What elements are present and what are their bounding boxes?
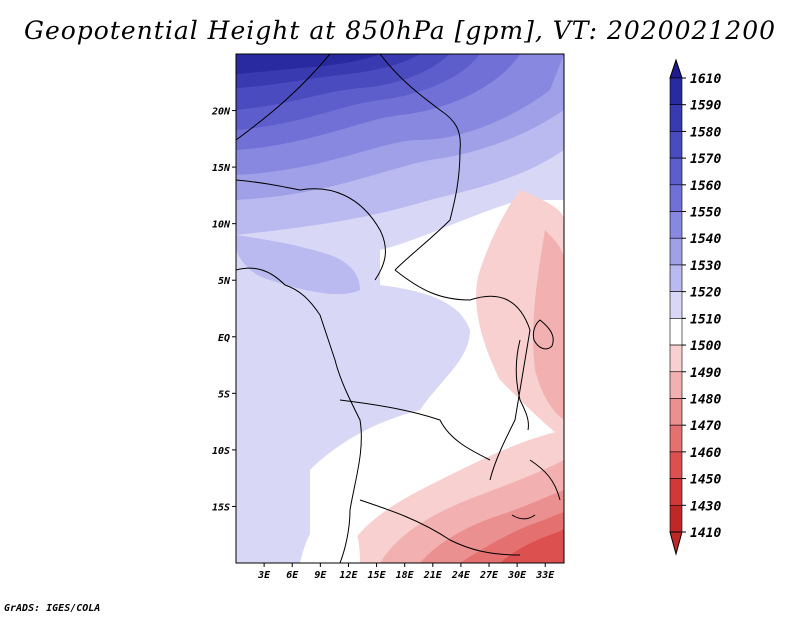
colorbar-label: 1530: [690, 259, 721, 274]
colorbar-label: 1560: [690, 179, 721, 194]
field-1460: [500, 528, 564, 563]
colorbar-segment: [669, 237, 683, 266]
lon-tick-label: 33E: [535, 570, 555, 581]
colorbar-label: 1540: [690, 232, 721, 247]
lon-tick-label: 21E: [423, 570, 443, 581]
colorbar-label: 1490: [690, 366, 721, 381]
lon-tick-label: 18E: [396, 570, 415, 581]
border-sahel: [236, 179, 386, 281]
colorbar-segment: [669, 184, 683, 212]
lon-tick-label: 12E: [339, 570, 358, 581]
latitude-ticks: 20N 15N 10N 5N EQ 5S 10S 15S: [211, 107, 236, 513]
colorbar-segment: [669, 371, 683, 399]
country-borders: [236, 54, 561, 563]
lon-tick-label: 3E: [257, 570, 271, 581]
lake-tanganyika: [515, 339, 529, 431]
lake-victoria: [532, 319, 554, 350]
border-north: [379, 54, 461, 151]
colorbar-label: 1480: [690, 392, 721, 407]
colorbar-segment: [669, 211, 683, 239]
lat-tick-label: 20N: [211, 107, 231, 118]
colorbar-segment: [669, 157, 683, 186]
lon-tick-label: 24E: [451, 570, 471, 581]
colorbar-label: 1500: [690, 339, 721, 354]
border-south: [339, 399, 491, 461]
colorbar-segment: [669, 264, 683, 292]
colorbar-segment: [669, 77, 683, 106]
height-field: [236, 54, 564, 563]
border-nw: [236, 54, 331, 141]
colorbar-segment: [669, 424, 683, 453]
colorbar-label: 1570: [690, 152, 721, 167]
lake-malawi: [529, 459, 561, 501]
colorbar-label: 1460: [690, 446, 721, 461]
colorbar-segment: [669, 131, 683, 159]
lon-tick-label: 30E: [507, 570, 527, 581]
border-southern-africa: [359, 499, 521, 556]
colorbar-segment: [669, 291, 683, 319]
longitude-ticks: 3E 6E 9E 12E 15E 18E 21E 24E 27E 30E 33E: [257, 563, 555, 581]
footer-credit: GrADS: IGES/COLA: [4, 603, 101, 614]
colorbar-segment: [669, 478, 683, 506]
border-east: [394, 269, 531, 481]
lat-tick-label: 15S: [212, 502, 230, 513]
lon-tick-label: 27E: [479, 570, 499, 581]
colorbar-segment: [669, 104, 683, 132]
colorbar-label: 1520: [690, 286, 721, 301]
colorbar-label: 1430: [690, 499, 721, 514]
colorbar-segment: [669, 398, 683, 426]
colorbar-segment: [669, 451, 683, 479]
border-center: [394, 149, 461, 271]
map-frame: [235, 53, 565, 564]
colorbar-label: 1550: [690, 206, 721, 221]
west-coastline: [236, 267, 362, 563]
map-title: Geopotential Height at 850hPa [gpm], VT:…: [23, 16, 777, 45]
field-1590: [236, 54, 380, 74]
colorbar-label: 1510: [690, 312, 721, 327]
colorbar-label: 1470: [690, 419, 721, 434]
colorbar-top-arrow: [669, 58, 683, 79]
colorbar-label: 1610: [690, 72, 721, 87]
field-1520-west: [236, 235, 360, 295]
lon-tick-label: 15E: [368, 570, 387, 581]
lon-tick-label: 6E: [286, 570, 299, 581]
colorbar-label: 1590: [690, 99, 721, 114]
colorbar-segment: [669, 318, 683, 346]
colorbar-label: 1450: [690, 473, 721, 488]
lat-tick-label: 15N: [212, 163, 231, 174]
lat-tick-label: 5S: [218, 389, 230, 400]
colorbar-segment: [669, 504, 683, 533]
lat-tick-label: 5N: [218, 276, 231, 287]
lat-tick-label: EQ: [218, 333, 230, 344]
lat-tick-label: 10N: [212, 220, 231, 231]
field-1490-east: [533, 230, 564, 420]
colorbar-label: 1410: [690, 526, 721, 541]
lat-tick-label: 10S: [212, 446, 230, 457]
colorbar-bottom-arrow: [669, 531, 683, 556]
lon-tick-label: 9E: [314, 570, 327, 581]
border-mozambique: [511, 514, 536, 520]
colorbar: 1610 1590 1580 1570 1560 1550 1540 1530 1520 1510…: [669, 58, 721, 556]
colorbar-segment: [669, 344, 683, 373]
colorbar-label: 1580: [690, 125, 721, 140]
